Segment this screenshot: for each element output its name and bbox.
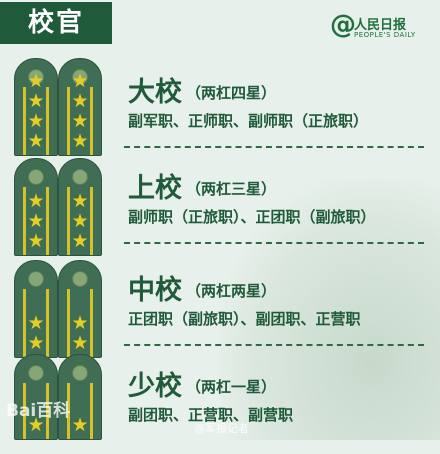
board-button-icon	[28, 365, 44, 381]
rank-duties: 副团职、正营职、副营职	[128, 406, 294, 424]
board-button-icon	[28, 271, 44, 287]
rank-stripes: （两杠三星）	[186, 180, 277, 198]
star-icon: ★	[27, 332, 45, 354]
board-stripe	[90, 87, 93, 155]
board-button-icon	[72, 271, 88, 287]
rank-duties: 正团职（副旅职）、副团职、正营职	[128, 310, 361, 328]
rank-duties: 副师职（正旅职）、正团职（副旅职）	[128, 208, 376, 226]
star-icon: ★	[71, 332, 89, 354]
star-icon: ★	[27, 414, 45, 436]
baidu-baike-watermark: Bai百科	[6, 401, 71, 421]
board-stripe	[67, 383, 70, 439]
star-icon: ★	[27, 210, 45, 232]
star-icon: ★	[27, 130, 45, 152]
star-icon: ★	[71, 70, 89, 92]
rank-stripes: （两杠四星）	[186, 84, 277, 102]
board-button-icon	[72, 365, 88, 381]
star-icon: ★	[71, 312, 89, 334]
star-icon: ★	[71, 110, 89, 132]
star-icon: ★	[27, 312, 45, 334]
logo-at-icon: @	[330, 10, 356, 40]
peoples-daily-logo: @ 人民日报 PEOPLE'S DAILY	[330, 10, 436, 44]
board-stripe	[46, 187, 49, 255]
shoulder-board-icon: ★ ★	[14, 260, 58, 358]
rank-stripes: （两杠两星）	[186, 282, 277, 300]
shoulder-board-icon: ★ ★ ★	[14, 158, 58, 256]
board-button-icon	[28, 69, 44, 85]
board-stripe	[23, 289, 26, 357]
divider	[124, 242, 424, 244]
divider	[124, 344, 424, 346]
board-stripe	[67, 187, 70, 255]
shoulder-board-icon: ★ ★ ★	[58, 158, 102, 256]
rank-row-shangjiao: ★ ★ ★ ★ ★ ★ 上校 （两杠三星） 副师职（正旅职）、正团职（副旅职）	[0, 158, 440, 258]
board-stripe	[46, 289, 49, 357]
shoulder-board-icon: ★ ★ ★ ★	[14, 58, 58, 156]
star-icon: ★	[71, 210, 89, 232]
rank-name: 少校	[128, 371, 182, 402]
star-icon: ★	[71, 190, 89, 212]
star-icon: ★	[71, 90, 89, 112]
star-icon: ★	[71, 230, 89, 252]
board-stripe	[23, 383, 26, 439]
rank-row-zhongjiao: ★ ★ ★ ★ 中校 （两杠两星） 正团职（副旅职）、副团职、正营职	[0, 260, 440, 360]
board-stripe	[90, 383, 93, 439]
rank-name: 上校	[128, 173, 182, 204]
board-button-icon	[72, 69, 88, 85]
board-stripe	[46, 383, 49, 439]
star-icon: ★	[27, 70, 45, 92]
star-icon: ★	[71, 414, 89, 436]
rank-name: 中校	[128, 275, 182, 306]
weibo-watermark: @军报记者	[194, 422, 249, 435]
shoulder-board-icon: ★ ★	[58, 260, 102, 358]
rank-name: 大校	[128, 77, 182, 108]
star-icon: ★	[27, 110, 45, 132]
board-stripe	[67, 289, 70, 357]
star-icon: ★	[71, 130, 89, 152]
logo-subtitle: PEOPLE'S DAILY	[354, 31, 416, 39]
board-stripe	[23, 187, 26, 255]
star-icon: ★	[27, 190, 45, 212]
board-stripe	[90, 187, 93, 255]
rank-row-dajiao: ★ ★ ★ ★ ★ ★ ★ ★ 大校 （两杠四星） 副军职、正师职、副师职（正旅职）	[0, 58, 440, 158]
board-button-icon	[72, 169, 88, 185]
board-stripe	[90, 289, 93, 357]
star-icon: ★	[27, 230, 45, 252]
rank-duties: 副军职、正师职、副师职（正旅职）	[128, 112, 369, 130]
shoulder-board-icon: ★	[14, 354, 58, 440]
divider	[124, 146, 424, 148]
shoulder-board-icon: ★	[58, 354, 102, 440]
rank-row-shaojiao: ★ ★ 少校 （两杠一星） 副团职、正营职、副营职	[0, 354, 440, 454]
header: 校官 @ 人民日报 PEOPLE'S DAILY	[0, 0, 440, 50]
rank-stripes: （两杠一星）	[186, 378, 277, 396]
board-stripe	[46, 87, 49, 155]
page-title: 校官	[0, 2, 112, 44]
logo-brand-text: 人民日报	[354, 18, 407, 33]
star-icon: ★	[27, 90, 45, 112]
board-button-icon	[28, 169, 44, 185]
background-soldiers-photo	[220, 180, 440, 440]
board-stripe	[23, 87, 26, 155]
shoulder-board-icon: ★ ★ ★ ★	[58, 58, 102, 156]
board-stripe	[67, 87, 70, 155]
